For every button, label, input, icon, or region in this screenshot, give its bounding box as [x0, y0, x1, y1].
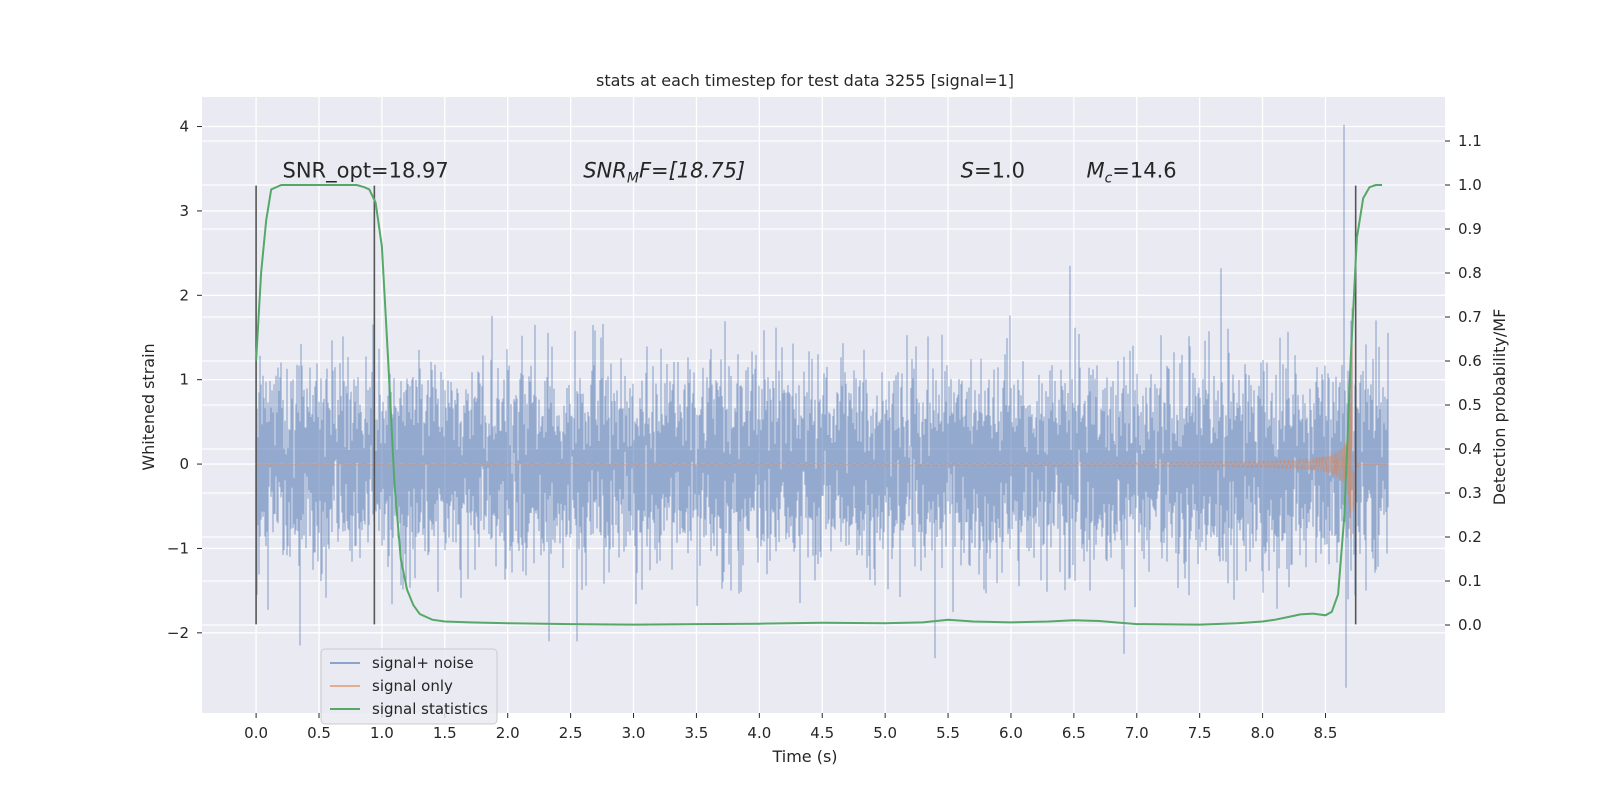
y-axis-label: Whitened strain [139, 343, 158, 470]
y2-tick-label: 1.0 [1458, 176, 1482, 194]
tick-marks [197, 126, 1450, 718]
legend-label-noise: signal+ noise [372, 654, 474, 672]
y2-tick-label: 0.5 [1458, 396, 1482, 414]
y2-tick-label: 0.2 [1458, 528, 1482, 546]
annotation-s-rest: =1.0 [974, 158, 1025, 182]
x-tick-label: 4.0 [747, 724, 771, 742]
legend-label-stats: signal statistics [372, 700, 488, 718]
y-tick-label: 3 [179, 202, 189, 220]
annotation-mc-var: M [1086, 158, 1104, 182]
y2-axis-label: Detection probability/MF [1490, 309, 1509, 506]
y2-tick-label: 0.8 [1458, 264, 1482, 282]
y-tick-label: 1 [179, 371, 189, 389]
annotation-mc: Mc=14.6 [1086, 158, 1176, 186]
annotation-s-var: S [961, 158, 974, 182]
x-tick-label: 8.0 [1251, 724, 1275, 742]
y2-tick-label: 0.6 [1458, 352, 1482, 370]
y-tick-label: 4 [179, 118, 189, 136]
annotation-snr-mf-sub: M [627, 170, 639, 186]
y2-tick-label: 0.1 [1458, 572, 1482, 590]
x-tick-label: 0.5 [307, 724, 331, 742]
tick-labels: 0.0 0.5 1.0 1.5 2.0 2.5 3.0 3.5 4.0 4.5 5.0 5.5 6.0 6… [167, 118, 1482, 742]
x-tick-label: 8.5 [1314, 724, 1338, 742]
annotation-snr-mf-rest: F=[18.75] [639, 158, 745, 182]
annotation-snr-opt: SNR_opt=18.97 [283, 158, 449, 183]
x-tick-label: 1.5 [433, 724, 457, 742]
annotation-snr-mf: SNRMF=[18.75] [583, 158, 745, 186]
y-tick-label: −1 [167, 539, 189, 557]
legend-label-signal: signal only [372, 677, 453, 695]
x-tick-label: 5.5 [936, 724, 960, 742]
y2-tick-label: 0.3 [1458, 484, 1482, 502]
annotation-mc-sub: c [1105, 170, 1113, 186]
x-tick-label: 7.5 [1188, 724, 1212, 742]
annotation-s: S=1.0 [961, 158, 1025, 182]
y2-tick-label: 0.7 [1458, 308, 1482, 326]
y2-tick-label: 0.4 [1458, 440, 1482, 458]
chart-title: stats at each timestep for test data 325… [596, 71, 1014, 90]
y2-tick-label: 0.0 [1458, 616, 1482, 634]
x-tick-label: 3.0 [622, 724, 646, 742]
y2-tick-label: 0.9 [1458, 220, 1482, 238]
x-tick-label: 6.0 [999, 724, 1023, 742]
y-tick-label: 2 [179, 286, 189, 304]
x-tick-label: 4.5 [810, 724, 834, 742]
legend-box [320, 648, 498, 725]
annotation-mc-rest: =14.6 [1112, 158, 1176, 182]
y-tick-label: −2 [167, 624, 189, 642]
x-tick-label: 1.0 [370, 724, 394, 742]
grid [202, 97, 1445, 713]
annotation-snr-mf-main: SNR [583, 158, 627, 182]
x-axis-label: Time (s) [771, 747, 837, 766]
y2-tick-label: 1.1 [1458, 132, 1482, 150]
x-tick-label: 2.0 [496, 724, 520, 742]
legend: signal+ noise signal only signal statist… [320, 648, 498, 725]
x-tick-label: 2.5 [559, 724, 583, 742]
x-tick-label: 0.0 [244, 724, 268, 742]
data-layer [255, 124, 1389, 688]
x-tick-label: 6.5 [1062, 724, 1086, 742]
x-tick-label: 5.0 [873, 724, 897, 742]
series-signal-statistics [255, 184, 1383, 626]
x-tick-label: 7.0 [1125, 724, 1149, 742]
y-tick-label: 0 [179, 455, 189, 473]
x-tick-label: 3.5 [685, 724, 709, 742]
